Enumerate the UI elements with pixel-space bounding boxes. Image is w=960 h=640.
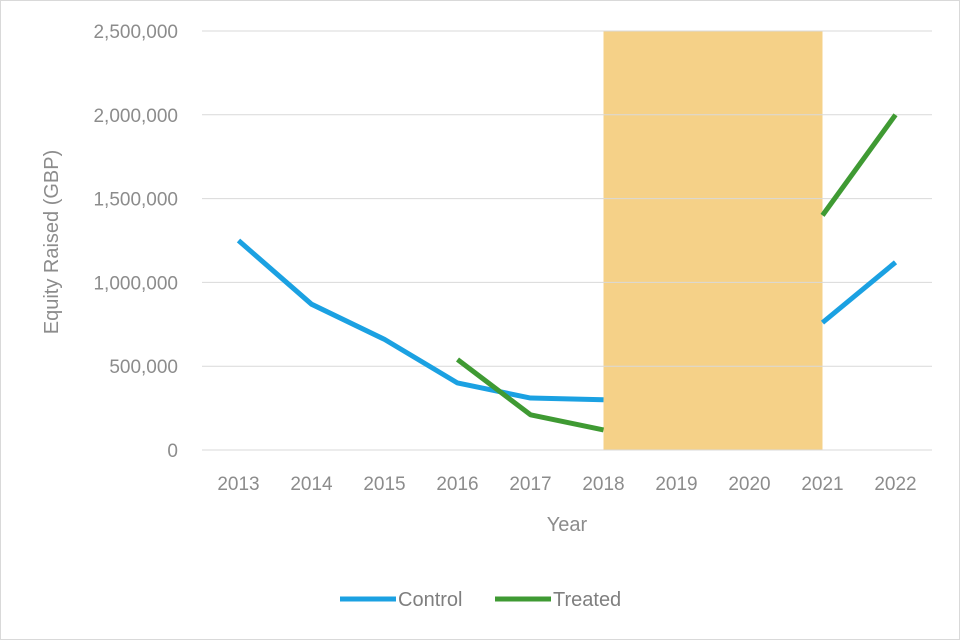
legend-label-control: Control (398, 589, 462, 611)
legend-label-treated: Treated (553, 589, 621, 611)
series-line-control (236, 238, 604, 403)
series-line-control (820, 260, 898, 325)
x-tick-label: 2019 (655, 474, 697, 495)
x-tick-label: 2017 (509, 474, 551, 495)
y-tick-label: 1,500,000 (93, 190, 178, 211)
y-tick-label: 0 (167, 441, 178, 462)
y-tick-label: 2,000,000 (93, 106, 178, 127)
x-tick-label: 2013 (217, 474, 259, 495)
x-tick-label: 2018 (582, 474, 624, 495)
series-line-treated (820, 113, 898, 217)
x-axis-title: Year (547, 514, 588, 536)
x-tick-label: 2021 (801, 474, 843, 495)
y-axis-title: Equity Raised (GBP) (41, 150, 63, 335)
x-tick-label: 2014 (290, 474, 333, 495)
x-tick-label: 2022 (874, 474, 916, 495)
legend: Control Treated (340, 589, 621, 611)
x-tick-label: 2015 (363, 474, 405, 495)
series-line-treated (455, 357, 605, 433)
x-tick-label: 2020 (728, 474, 770, 495)
shaded-period (603, 31, 823, 450)
y-tick-label: 500,000 (109, 357, 178, 378)
x-tick-label: 2016 (436, 474, 478, 495)
y-tick-label: 2,500,000 (93, 22, 178, 43)
y-tick-label: 1,000,000 (93, 273, 178, 294)
